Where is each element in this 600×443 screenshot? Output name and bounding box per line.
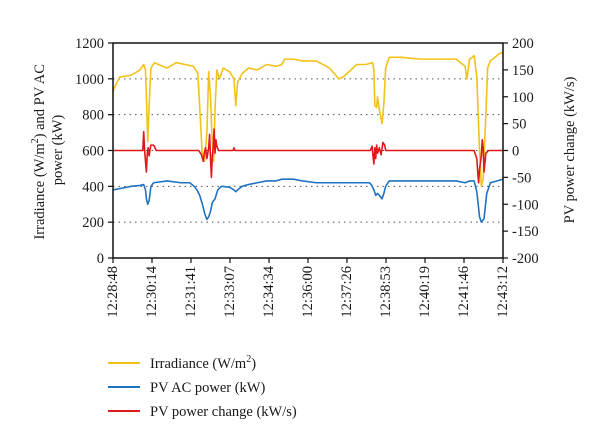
legend-label-irradiance: Irradiance (W/m2) [150,354,256,372]
y-axis-left: 0 200 400 600 800 1000 1200 [75,36,113,267]
x-tick-label: 12:38:53 [378,266,394,318]
x-tick-label: 12:40:19 [417,266,433,318]
y-tick-label-left: 0 [97,251,104,267]
y-tick-label-left: 1000 [75,72,104,88]
x-tick-label: 12:43:12 [495,266,511,318]
x-axis: 12:28:48 12:30:14 12:31:41 12:33:07 12:34:34… [105,258,511,318]
y-tick-label-right: 100 [512,90,534,106]
y-axis-left-label-line1: Irradiance (W/m2) and PV AC [30,64,48,239]
series-line-pv-power-change [113,128,503,184]
legend-label-pv-power-change: PV power change (kW/s) [150,404,297,420]
legend-label-pv-ac-power: PV AC power (kW) [150,380,265,396]
y-tick-label-right: -150 [512,224,539,240]
y-axis-right-label: PV power change (kW/s) [562,76,578,223]
y-label-part-b: ) and PV AC [32,64,48,138]
y-tick-label-right: 0 [512,144,519,160]
series-layer [112,51,504,223]
x-tick-label: 12:33:07 [222,266,238,318]
y-axis-left-label-line2: power (kW) [50,115,66,186]
x-tick-label: 12:34:34 [261,265,277,317]
y-tick-label-left: 600 [82,144,104,160]
series-line-pv-ac-power [112,178,504,223]
y-label-sup: 2 [30,138,41,143]
x-tick-label: 12:41:46 [456,266,472,318]
y-tick-label-left: 800 [82,108,104,124]
y-tick-label-right: 150 [512,63,534,79]
x-tick-label: 12:31:41 [183,266,199,318]
y-tick-label-right: -100 [512,197,539,213]
y-label-part-a: Irradiance (W/m [32,143,48,240]
y-axis-right: -200 -150 -100 -50 0 50 100 150 200 [503,36,539,267]
y-tick-label-left: 1200 [75,36,104,52]
y-tick-label-right: -50 [512,170,531,186]
legend-irr-sup: 2 [246,354,251,365]
y-axis-left-label: Irradiance (W/m2) and PV AC power (kW) [30,60,66,239]
legend-irr-b: ) [251,356,256,372]
legend-irr-a: Irradiance (W/m [150,356,247,372]
y-tick-label-left: 400 [82,179,104,195]
x-tick-label: 12:36:00 [300,266,316,318]
y-tick-label-left: 200 [82,215,104,231]
y-tick-label-right: -200 [512,251,539,267]
series-line-irradiance [112,51,504,188]
x-tick-label: 12:28:48 [105,266,121,318]
y-tick-label-right: 200 [512,36,534,52]
y-tick-label-right: 50 [512,117,527,133]
legend: Irradiance (W/m2) PV AC power (kW) PV po… [108,354,297,420]
x-tick-label: 12:37:26 [339,266,355,318]
x-tick-label: 12:30:14 [144,265,160,317]
